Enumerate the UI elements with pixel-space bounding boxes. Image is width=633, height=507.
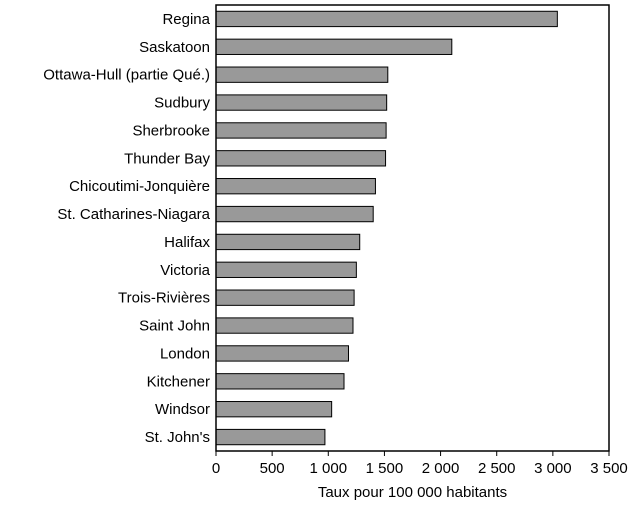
category-label-1: Saskatoon <box>139 39 210 56</box>
x-axis-title: Taux pour 100 000 habitants <box>318 484 507 501</box>
x-axis-ticks: 0 500 1 000 1 500 2 000 2 500 3 000 3 500 <box>212 451 628 477</box>
category-label-2: Ottawa-Hull (partie Qué.) <box>43 67 210 84</box>
x-tick-label-2: 1 000 <box>310 460 348 477</box>
category-label-3: Sudbury <box>154 95 210 112</box>
x-tick-label-0: 0 <box>212 460 220 477</box>
category-label-6: Chicoutimi-Jonquière <box>69 178 210 195</box>
category-labels: Regina Saskatoon Ottawa-Hull (partie Qué.)… <box>43 11 210 446</box>
bar-4 <box>215 122 387 139</box>
x-tick-label-1: 500 <box>260 460 285 477</box>
bar-3 <box>215 94 388 111</box>
category-label-4: Sherbrooke <box>132 122 210 139</box>
bar-15 <box>215 428 326 446</box>
category-label-9: Victoria <box>160 262 210 279</box>
bar-5 <box>215 150 387 167</box>
bar-13 <box>215 373 345 390</box>
category-label-14: Windsor <box>155 401 210 418</box>
x-tick-label-3: 1 500 <box>366 460 404 477</box>
bar-11 <box>215 317 354 334</box>
bar-9 <box>215 261 357 278</box>
bar-7 <box>215 205 374 223</box>
category-label-13: Kitchener <box>147 373 210 390</box>
category-label-7: St. Catharines-Niagara <box>57 206 210 223</box>
bar-14 <box>215 401 333 418</box>
bar-12 <box>215 345 349 362</box>
bar-10 <box>215 289 355 306</box>
x-tick-label-5: 2 500 <box>478 460 516 477</box>
bar-1 <box>215 38 453 55</box>
category-label-0: Regina <box>162 11 210 28</box>
bar-0 <box>215 10 558 28</box>
bars-group <box>215 10 558 446</box>
category-label-10: Trois-Rivières <box>118 290 210 307</box>
bar-6 <box>215 178 376 195</box>
x-tick-label-6: 3 000 <box>534 460 572 477</box>
plot-frame <box>215 4 610 452</box>
category-label-11: Saint John <box>139 318 210 335</box>
category-label-15: St. John's <box>145 429 210 446</box>
x-tick-label-7: 3 500 <box>590 460 628 477</box>
x-tick-label-4: 2 000 <box>422 460 460 477</box>
category-label-12: London <box>160 345 210 362</box>
category-label-5: Thunder Bay <box>124 150 210 167</box>
bar-8 <box>215 233 361 251</box>
bar-2 <box>215 66 389 83</box>
category-label-8: Halifax <box>164 234 210 251</box>
